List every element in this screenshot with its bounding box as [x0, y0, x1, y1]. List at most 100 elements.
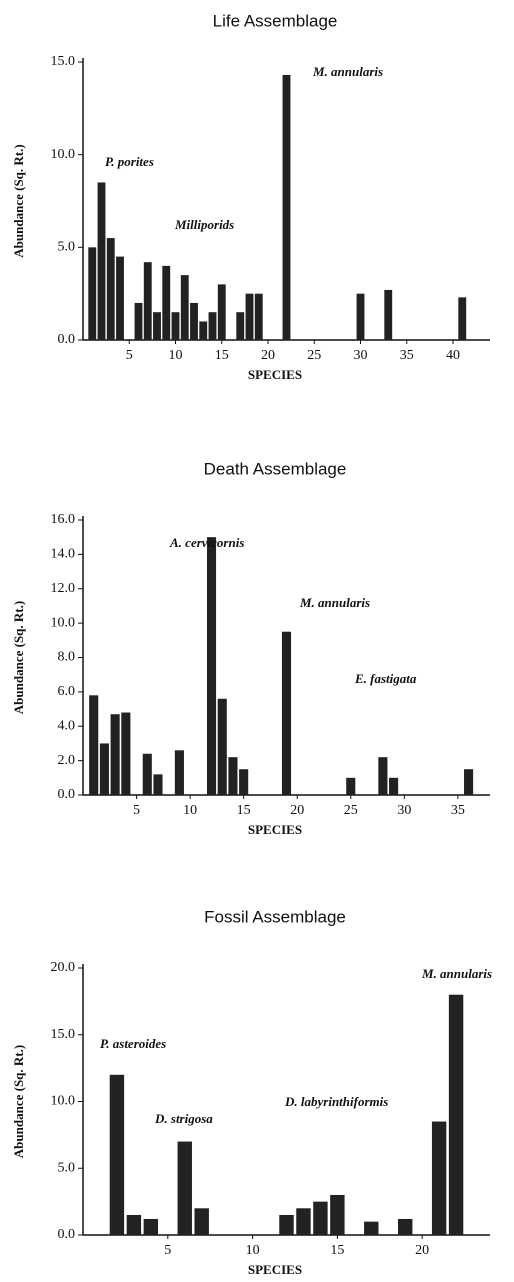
- annotation: A. cervicornis: [169, 535, 244, 550]
- bar: [142, 753, 152, 795]
- bar: [177, 1141, 192, 1235]
- x-tick-label: 30: [354, 348, 368, 363]
- bar: [143, 262, 152, 340]
- bar: [464, 769, 474, 795]
- x-tick-label: 25: [307, 348, 321, 363]
- y-axis-label: Abundance (Sq. Rt.): [11, 1045, 26, 1158]
- bar: [134, 302, 143, 340]
- bar: [384, 289, 393, 340]
- y-tick-label: 0.0: [58, 332, 76, 347]
- bar: [153, 312, 161, 340]
- bar: [208, 312, 217, 340]
- chart-title: Life Assemblage: [213, 11, 338, 30]
- bar: [109, 1074, 125, 1235]
- y-tick-label: 10.0: [51, 615, 76, 630]
- bar: [110, 714, 120, 795]
- bar: [190, 302, 198, 340]
- annotation: D. labyrinthiformis: [284, 1094, 388, 1109]
- annotation: M. annularis: [312, 64, 383, 79]
- x-tick-label: 10: [169, 348, 183, 363]
- x-tick-label: 30: [397, 803, 411, 818]
- bar: [281, 631, 292, 795]
- bar: [126, 1214, 142, 1235]
- x-axis-label: SPECIES: [248, 367, 302, 382]
- bar: [458, 297, 467, 340]
- bar: [228, 757, 238, 795]
- bar: [217, 698, 227, 795]
- chart-title: Death Assemblage: [204, 459, 347, 478]
- bar: [99, 743, 109, 795]
- y-tick-label: 0.0: [58, 1227, 76, 1242]
- bar: [180, 275, 189, 340]
- bar: [296, 1208, 311, 1235]
- bar: [239, 769, 249, 795]
- bar: [245, 293, 254, 340]
- bar: [217, 284, 226, 340]
- bar: [313, 1201, 328, 1235]
- bar: [279, 1214, 294, 1235]
- bar: [282, 74, 291, 341]
- annotation: D. strigosa: [154, 1111, 213, 1126]
- bar: [346, 777, 356, 795]
- bar: [143, 1218, 159, 1235]
- x-tick-label: 15: [237, 803, 251, 818]
- x-axis-label: SPECIES: [248, 1262, 302, 1277]
- x-tick-label: 25: [344, 803, 358, 818]
- bar: [89, 695, 99, 795]
- annotation: Milliporids: [174, 217, 234, 232]
- y-tick-label: 10.0: [51, 147, 76, 162]
- x-tick-label: 35: [400, 348, 414, 363]
- annotation: P. porites: [105, 154, 154, 169]
- x-tick-label: 15: [215, 348, 229, 363]
- bar: [206, 537, 217, 795]
- annotation: M. annularis: [299, 595, 370, 610]
- bar: [398, 1218, 413, 1235]
- bar: [254, 293, 263, 340]
- bar: [121, 712, 131, 795]
- bar: [431, 1121, 447, 1235]
- y-axis-label: Abundance (Sq. Rt.): [11, 601, 26, 714]
- y-tick-label: 2.0: [58, 753, 76, 768]
- y-tick-label: 6.0: [58, 684, 76, 699]
- annotation: M. annularis: [421, 966, 492, 981]
- bar: [236, 312, 245, 340]
- bar: [194, 1208, 209, 1235]
- bar: [171, 312, 180, 340]
- x-tick-label: 10: [183, 803, 197, 818]
- x-tick-label: 5: [133, 803, 140, 818]
- y-axis-label: Abundance (Sq. Rt.): [11, 144, 26, 257]
- y-tick-label: 5.0: [58, 240, 76, 255]
- y-tick-label: 14.0: [51, 547, 76, 562]
- y-tick-label: 20.0: [51, 960, 76, 975]
- bar: [199, 321, 208, 340]
- y-tick-label: 15.0: [51, 1027, 76, 1042]
- y-tick-label: 4.0: [58, 718, 76, 733]
- bar: [330, 1194, 345, 1235]
- y-tick-label: 15.0: [51, 54, 76, 69]
- bar: [106, 238, 115, 340]
- bar: [153, 774, 163, 795]
- y-tick-label: 16.0: [51, 512, 76, 527]
- y-tick-label: 5.0: [58, 1160, 76, 1175]
- x-tick-label: 10: [246, 1243, 260, 1258]
- bar: [116, 256, 124, 340]
- y-tick-label: 8.0: [58, 650, 76, 665]
- bar: [88, 247, 97, 340]
- bar: [174, 750, 184, 795]
- x-tick-label: 20: [261, 348, 275, 363]
- bar: [389, 777, 399, 795]
- bar: [378, 757, 388, 795]
- bar: [97, 182, 106, 340]
- annotation: E. fastigata: [354, 671, 417, 686]
- x-tick-label: 20: [415, 1243, 429, 1258]
- x-tick-label: 15: [330, 1243, 344, 1258]
- bar: [356, 293, 365, 340]
- x-tick-label: 35: [451, 803, 465, 818]
- x-axis-label: SPECIES: [248, 822, 302, 837]
- bar: [364, 1221, 379, 1235]
- y-tick-label: 12.0: [51, 581, 76, 596]
- x-tick-label: 20: [290, 803, 304, 818]
- y-tick-label: 10.0: [51, 1094, 76, 1109]
- bar: [162, 265, 171, 340]
